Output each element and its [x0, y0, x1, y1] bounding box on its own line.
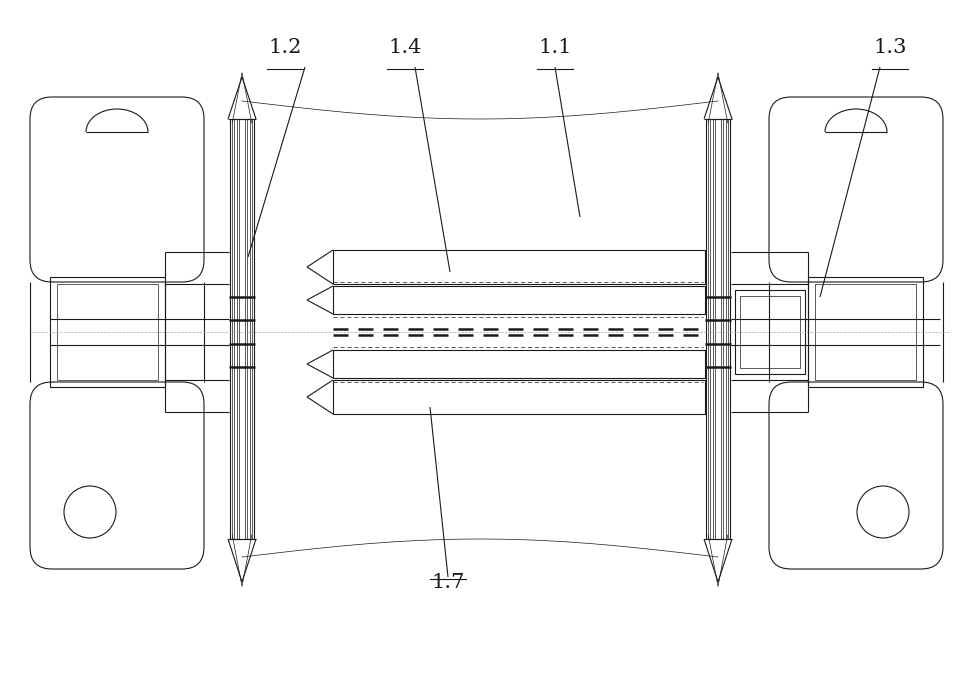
- Bar: [808, 277, 923, 387]
- Bar: [815, 284, 916, 380]
- Bar: [333, 286, 705, 314]
- Bar: [232, 119, 252, 539]
- Bar: [713, 119, 723, 539]
- Bar: [708, 119, 728, 539]
- Bar: [333, 380, 705, 414]
- Text: 1.3: 1.3: [873, 38, 907, 57]
- Text: 1.2: 1.2: [269, 38, 302, 57]
- Bar: [230, 119, 254, 539]
- Bar: [710, 119, 726, 539]
- Bar: [740, 296, 800, 368]
- Bar: [333, 250, 705, 284]
- Bar: [715, 119, 721, 539]
- Bar: [57, 284, 158, 380]
- Text: 1.4: 1.4: [388, 38, 421, 57]
- Bar: [735, 290, 805, 374]
- Bar: [333, 350, 705, 378]
- Text: 1.7: 1.7: [431, 573, 465, 592]
- Bar: [50, 277, 165, 387]
- Bar: [237, 119, 247, 539]
- Bar: [239, 119, 245, 539]
- Bar: [706, 119, 730, 539]
- Bar: [234, 119, 250, 539]
- Text: 1.1: 1.1: [538, 38, 572, 57]
